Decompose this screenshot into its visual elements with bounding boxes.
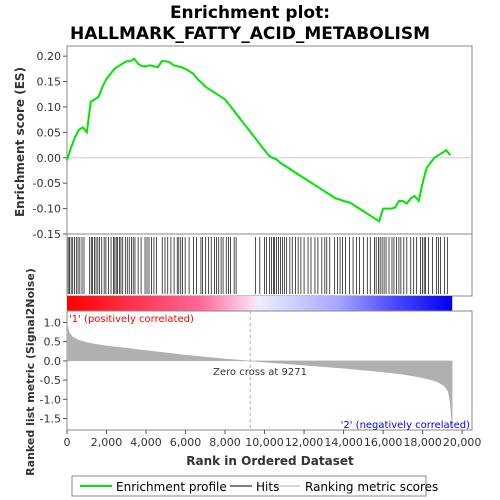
x-tick-label: 6,000 — [170, 436, 202, 449]
metric-y-tick-label: 0.5 — [44, 336, 62, 349]
es-y-axis-label: Enrichment score (ES) — [13, 67, 27, 217]
es-y-ticks: 0.20 0.15 0.10 0.05 0.00 -0.05 -0.10 -0.15 — [33, 50, 67, 241]
es-y-tick-label: 0.10 — [37, 101, 62, 114]
hits-markers — [67, 237, 448, 294]
metric-y-ticks: 1.0 0.5 0.0 -0.5 -1.0 -1.5 — [40, 317, 67, 425]
x-tick-label: 4,000 — [130, 436, 162, 449]
chart-title-line2: HALLMARK_FATTY_ACID_METABOLISM — [70, 24, 430, 44]
x-axis-label: Rank in Ordered Dataset — [186, 454, 354, 468]
x-tick-label: 18,000 — [403, 436, 442, 449]
es-y-tick-label: 0.20 — [37, 50, 62, 63]
metric-y-tick-label: 1.0 — [44, 317, 62, 330]
metric-y-tick-label: -1.5 — [40, 412, 61, 425]
chart-title-line1: Enrichment plot: — [170, 3, 330, 23]
legend-hits-label: Hits — [256, 480, 279, 494]
ranked-list-color-bar — [67, 296, 453, 311]
legend-metric-label: Ranking metric scores — [305, 480, 438, 494]
x-tick-label: 14,000 — [324, 436, 363, 449]
metric-y-axis-label: Ranked list metric (Signal2Noise) — [24, 268, 37, 476]
x-tick-label: 12,000 — [285, 436, 324, 449]
negative-correlation-label: '2' (negatively correlated) — [341, 420, 470, 431]
legend-enrichment-label: Enrichment profile — [116, 480, 227, 494]
x-tick-label: 16,000 — [364, 436, 403, 449]
enrichment-profile-line — [66, 57, 452, 223]
es-y-tick-label: 0.05 — [37, 126, 62, 139]
metric-y-tick-label: -1.0 — [40, 393, 61, 406]
es-y-tick-label: 0.15 — [37, 76, 62, 89]
ranking-metric-area — [66, 322, 453, 429]
zero-cross-label: Zero cross at 9271 — [213, 367, 307, 378]
x-tick-label: 8,000 — [209, 436, 241, 449]
es-panel-frame — [66, 45, 473, 235]
metric-y-tick-label: -0.5 — [40, 374, 61, 387]
x-ticks: 0 2,000 4,000 6,000 8,000 10,000 12,000 14,000 1… — [64, 430, 482, 449]
x-tick-label: 20,000 — [443, 436, 482, 449]
x-tick-label: 10,000 — [245, 436, 284, 449]
metric-y-tick-label: 0.0 — [44, 355, 62, 368]
x-tick-label: 0 — [64, 436, 71, 449]
x-tick-label: 2,000 — [91, 436, 123, 449]
es-y-tick-label: -0.10 — [33, 203, 61, 216]
es-y-tick-label: -0.05 — [33, 177, 61, 190]
positive-correlation-label: '1' (positively correlated) — [69, 314, 194, 325]
es-y-tick-label: -0.15 — [33, 228, 61, 241]
es-y-tick-label: 0.00 — [37, 152, 62, 165]
